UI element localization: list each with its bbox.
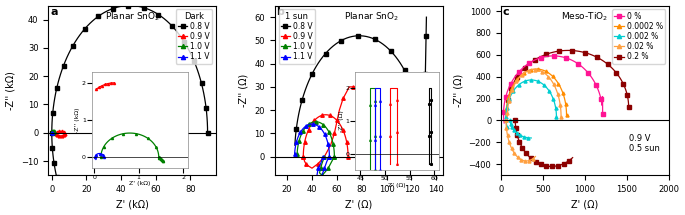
Text: 0.9 V
0.5 sun: 0.9 V 0.5 sun xyxy=(629,134,660,153)
Text: b: b xyxy=(276,7,284,17)
X-axis label: Z' (kΩ): Z' (kΩ) xyxy=(116,200,149,209)
Legend: 0 %, 0.0002 %, 0.002 %, 0.02 %, 0.2 %: 0 %, 0.0002 %, 0.002 %, 0.02 %, 0.2 % xyxy=(612,9,665,64)
X-axis label: Z' (Ω): Z' (Ω) xyxy=(345,200,372,209)
Legend: 0.8 V, 0.9 V, 1.0 V, 1.1 V: 0.8 V, 0.9 V, 1.0 V, 1.1 V xyxy=(279,9,315,64)
Text: Meso-TiO$_2$: Meso-TiO$_2$ xyxy=(562,11,609,23)
Text: a: a xyxy=(50,7,58,17)
Text: c: c xyxy=(503,7,510,17)
Y-axis label: -Z'' (kΩ): -Z'' (kΩ) xyxy=(5,71,16,110)
X-axis label: Z' (Ω): Z' (Ω) xyxy=(571,200,599,209)
Y-axis label: -Z'' (Ω): -Z'' (Ω) xyxy=(453,74,463,107)
Text: Planar SnO$_2$: Planar SnO$_2$ xyxy=(105,11,160,23)
Legend: 0.8 V, 0.9 V, 1.0 V, 1.1 V: 0.8 V, 0.9 V, 1.0 V, 1.1 V xyxy=(176,9,212,64)
Text: Planar SnO$_2$: Planar SnO$_2$ xyxy=(345,11,399,23)
Y-axis label: -Z'' (Ω): -Z'' (Ω) xyxy=(239,74,249,107)
